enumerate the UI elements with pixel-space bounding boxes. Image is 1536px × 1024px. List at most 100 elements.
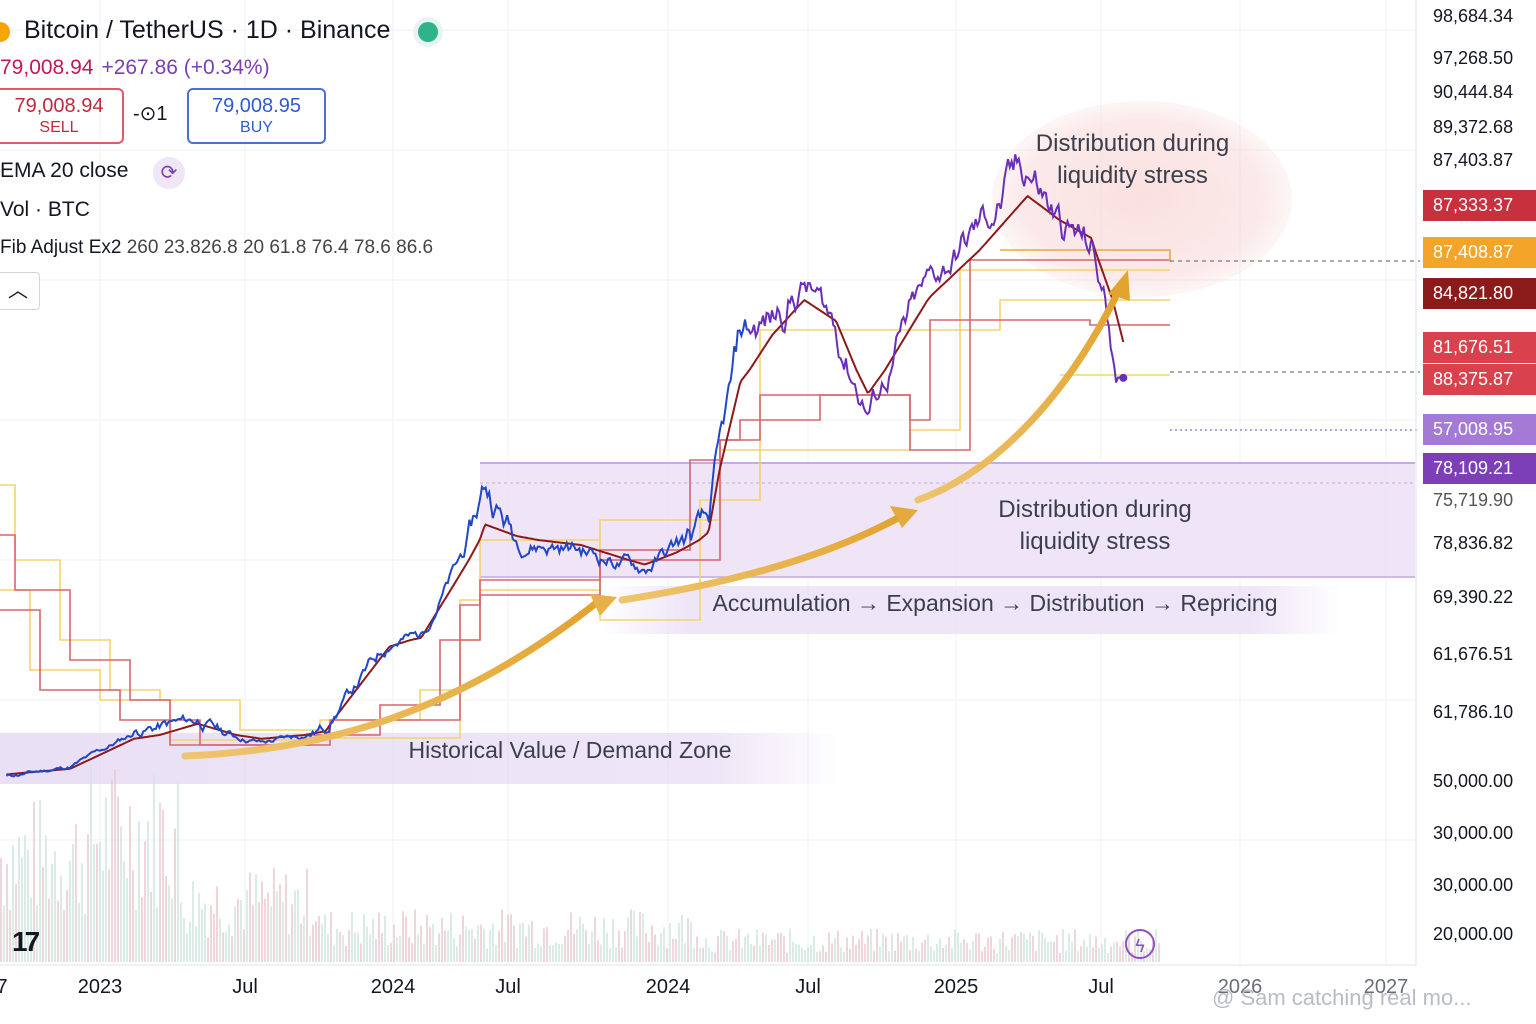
symbol-title[interactable]: Bitcoin / TetherUS · 1D · Binance <box>24 16 391 44</box>
volume-bar <box>1092 947 1094 962</box>
volume-bar <box>981 951 983 962</box>
volume-bar <box>6 864 8 962</box>
volume-bar <box>975 933 977 962</box>
volume-bar <box>168 885 170 962</box>
volume-bar <box>564 935 566 962</box>
volume-bar <box>894 950 896 962</box>
volume-bar <box>534 947 536 962</box>
time-axis-label: Jul <box>495 976 521 998</box>
volume-bar <box>570 912 572 962</box>
time-axis-label: 2027 <box>1363 976 1409 998</box>
volume-bar <box>726 935 728 962</box>
volume-bar <box>303 915 305 962</box>
volume-bar <box>360 943 362 962</box>
volume-bar <box>573 934 575 962</box>
volume-bar <box>648 941 650 962</box>
volume-bar <box>909 950 911 962</box>
price-axis-label: 61,676.51 <box>1433 644 1514 664</box>
volume-bar <box>438 933 440 962</box>
volume-bar <box>972 940 974 962</box>
volume-bar <box>1044 937 1046 962</box>
volume-bar <box>264 898 266 962</box>
indicator-volume[interactable]: Vol · BTC <box>0 198 90 221</box>
volume-bar <box>492 923 494 962</box>
volume-bar <box>732 940 734 962</box>
volume-bar <box>300 923 302 962</box>
price-axis-label: 75,719.90 <box>1433 490 1514 510</box>
volume-bar <box>666 948 668 962</box>
price-badge: 87,333.37 <box>1423 190 1536 221</box>
volume-bar <box>417 934 419 962</box>
volume-bar <box>255 874 257 962</box>
volume-bar <box>840 947 842 962</box>
chevron-up-icon[interactable]: ︿ <box>0 272 40 310</box>
annotation-mid-zone: Distribution during liquidity stress <box>998 496 1192 555</box>
volume-bar <box>1053 941 1055 962</box>
volume-bar <box>939 938 941 962</box>
volume-bar <box>1113 942 1115 962</box>
indicator-ema[interactable]: EMA 20 close <box>0 159 129 182</box>
volume-bar <box>486 948 488 962</box>
volume-bar <box>507 914 509 962</box>
volume-bar <box>1107 952 1109 962</box>
volume-bar <box>750 943 752 962</box>
volume-bar <box>1086 946 1088 962</box>
volume-bar <box>123 861 125 962</box>
volume-bar <box>144 841 146 962</box>
arrow-head-3 <box>1108 270 1130 301</box>
volume-bar <box>669 923 671 962</box>
sell-button[interactable]: 79,008.94 SELL <box>0 88 124 144</box>
volume-bar <box>57 900 59 962</box>
volume-bar <box>624 931 626 962</box>
sell-label: SELL <box>39 119 79 136</box>
volume-bar <box>453 938 455 962</box>
volume-bar <box>1089 934 1091 962</box>
volume-bar <box>753 945 755 962</box>
volume-bar <box>786 952 788 962</box>
tradingview-logo-icon[interactable]: 17 <box>12 926 40 957</box>
buy-button[interactable]: 79,008.95 BUY <box>187 88 326 144</box>
buy-label: BUY <box>240 119 273 136</box>
volume-bar <box>660 933 662 962</box>
time-axis-label: 2026 <box>1217 976 1263 998</box>
volume-bar <box>375 939 377 962</box>
volume-bar <box>876 928 878 962</box>
volume-bar <box>1062 929 1064 962</box>
volume-bar <box>768 944 770 962</box>
volume-bar <box>243 929 245 962</box>
volume-bar <box>444 930 446 962</box>
volume-bar <box>1059 952 1061 962</box>
volume-bar <box>1071 941 1073 962</box>
time-axis-label: Jul <box>795 976 821 998</box>
volume-bar <box>45 835 47 962</box>
indicator-fib[interactable]: Fib Adjust Ex2 260 23.826.8 20 61.8 76.4… <box>0 237 433 259</box>
volume-bar <box>1008 950 1010 962</box>
volume-bar <box>879 946 881 962</box>
volume-bar <box>588 944 590 962</box>
volume-bar <box>1149 948 1151 962</box>
volume-bar <box>1032 935 1034 962</box>
volume-bar <box>681 914 683 962</box>
volume-bar <box>279 883 281 962</box>
demand-zone <box>0 733 840 784</box>
arrow-segment-1 <box>181 600 599 760</box>
volume-bar <box>543 928 545 962</box>
volume-bar <box>969 949 971 962</box>
volume-bar <box>915 948 917 962</box>
volume-bar <box>1011 937 1013 962</box>
annotation-demand-zone: Historical Value / Demand Zone <box>408 737 732 763</box>
volume-bar <box>366 926 368 962</box>
volume-bar <box>393 924 395 962</box>
volume-bar <box>585 929 587 962</box>
volume-bar <box>897 933 899 962</box>
fib-line-4 <box>0 319 1170 746</box>
price-axis-label: 87,403.87 <box>1433 150 1514 170</box>
volume-bar <box>270 906 272 962</box>
volume-bar <box>333 945 335 962</box>
volume-bar <box>747 933 749 962</box>
volume-bar <box>213 913 215 962</box>
refresh-icon[interactable]: ⟳ <box>153 157 185 189</box>
lightning-icon[interactable]: ϟ <box>1125 929 1155 959</box>
price-badge: 87,408.87 <box>1423 237 1536 268</box>
